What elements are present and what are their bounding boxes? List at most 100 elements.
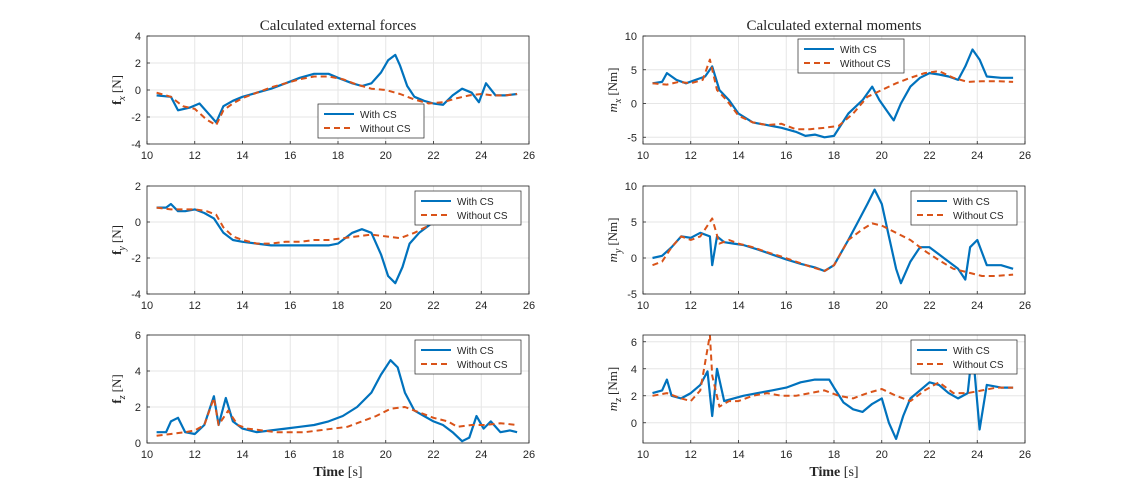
tick-y-label-mz: 2 (631, 391, 637, 403)
tick-y-label-mx: 5 (631, 65, 637, 77)
tick-x-label-mz: 10 (637, 449, 649, 461)
tick-x-label-fz: 20 (380, 449, 392, 461)
tick-x-label-my: 22 (923, 300, 935, 312)
tick-y-label-fx: -2 (131, 112, 141, 124)
legend-fx: With CS Without CS (317, 103, 425, 139)
tick-x-label-my: 26 (1019, 300, 1031, 312)
tick-y-label-mx: 10 (625, 31, 637, 43)
tick-y-label-my: -5 (627, 289, 637, 301)
tick-x-label-my: 18 (828, 300, 840, 312)
axes-box-mz (642, 334, 1026, 444)
ylabel-mx: mx [Nm] (605, 67, 624, 112)
tick-x-label-mz: 22 (923, 449, 935, 461)
ylabel-subscript-fz: z (117, 395, 128, 400)
tick-y-label-mz: 4 (631, 364, 637, 376)
ylabel-unit-mz: [Nm] (605, 367, 620, 395)
tick-x-label-fz: 22 (427, 449, 439, 461)
legend-label-mx: With CS (840, 45, 877, 56)
xlabel-moments-unit: [s] (844, 465, 859, 480)
legend-box-fy (414, 190, 522, 226)
tick-x-label-fx: 20 (380, 150, 392, 162)
tick-x-label-my: 24 (971, 300, 983, 312)
tick-y-label-fx: -4 (131, 139, 141, 151)
tick-x-label-mx: 22 (923, 150, 935, 162)
tick-x-label-fx: 18 (332, 150, 344, 162)
legend-label-fx: Without CS (360, 124, 411, 135)
legend-fy: With CS Without CS (414, 190, 522, 226)
tick-y-label-mz: 0 (631, 418, 637, 430)
tick-y-label-fz: 6 (135, 330, 141, 342)
axes-box-mx (642, 35, 1026, 145)
series-line-mz-with-cs (652, 347, 1014, 440)
legend-box-mx (797, 38, 905, 74)
series-line-fx-without-cs (156, 75, 518, 127)
tick-x-label-fx: 22 (427, 150, 439, 162)
axes-box-fz (146, 334, 530, 444)
title-moments: Calculated external moments (747, 18, 922, 34)
legend-label-fy: Without CS (457, 211, 508, 222)
ylabel-fy: fy [N] (109, 225, 128, 255)
ylabel-fz: fz [N] (109, 374, 128, 403)
ylabel-unit-fy: [N] (109, 225, 124, 243)
tick-y-label-fz: 0 (135, 438, 141, 450)
ylabel-unit-fz: [N] (109, 374, 124, 392)
ylabel-subscript-fy: y (117, 246, 128, 252)
ylabel-fx: fx [N] (109, 75, 128, 105)
tick-x-label-mx: 18 (828, 150, 840, 162)
tick-x-label-fz: 24 (475, 449, 487, 461)
tick-x-label-mz: 24 (971, 449, 983, 461)
tick-x-label-my: 14 (732, 300, 744, 312)
tick-y-label-fy: -4 (131, 289, 141, 301)
tick-x-label-mx: 20 (876, 150, 888, 162)
series-line-mz-without-cs (652, 335, 1014, 408)
tick-x-label-mx: 26 (1019, 150, 1031, 162)
tick-y-label-mz: 6 (631, 337, 637, 349)
tick-x-label-mx: 16 (780, 150, 792, 162)
ylabel-unit-my: [Nm] (605, 217, 620, 245)
tick-x-label-fy: 24 (475, 300, 487, 312)
ylabel-subscript-mz: z (613, 398, 624, 403)
tick-y-label-mx: 0 (631, 99, 637, 111)
legend-my: With CS Without CS (910, 190, 1018, 226)
tick-x-label-my: 12 (685, 300, 697, 312)
axes-box-fx (146, 35, 530, 145)
tick-x-label-mx: 24 (971, 150, 983, 162)
legend-label-fy: With CS (457, 197, 494, 208)
xlabel-moments: Time [s] (809, 465, 858, 480)
tick-y-label-fx: 4 (135, 31, 141, 43)
tick-x-label-fx: 10 (141, 150, 153, 162)
ylabel-symbol-fz: f (109, 399, 124, 404)
tick-y-label-fx: 2 (135, 58, 141, 70)
ylabel-my: my [Nm] (605, 217, 624, 262)
legend-label-fz: With CS (457, 346, 494, 357)
legend-label-fz: Without CS (457, 360, 508, 371)
tick-x-label-fx: 16 (284, 150, 296, 162)
tick-x-label-mz: 18 (828, 449, 840, 461)
tick-x-label-mz: 20 (876, 449, 888, 461)
tick-y-label-fy: 2 (135, 181, 141, 193)
tick-x-label-mz: 16 (780, 449, 792, 461)
axes-box-my (642, 185, 1026, 295)
ylabel-symbol-mz: m (605, 402, 620, 411)
tick-x-label-mz: 14 (732, 449, 744, 461)
tick-x-label-fz: 26 (523, 449, 535, 461)
tick-y-label-my: 0 (631, 253, 637, 265)
tick-x-label-fx: 12 (189, 150, 201, 162)
tick-y-label-fx: 0 (135, 85, 141, 97)
tick-x-label-fy: 12 (189, 300, 201, 312)
tick-y-label-fz: 4 (135, 366, 141, 378)
tick-x-label-mx: 12 (685, 150, 697, 162)
legend-mz: With CS Without CS (910, 339, 1018, 375)
legend-label-mx: Without CS (840, 59, 891, 70)
ylabel-symbol-fy: f (109, 250, 124, 255)
series-line-mx-without-cs (652, 58, 1014, 131)
tick-x-label-fy: 14 (236, 300, 248, 312)
tick-x-label-my: 20 (876, 300, 888, 312)
series-line-fz-without-cs (156, 397, 518, 437)
ylabel-subscript-mx: x (613, 98, 624, 104)
tick-x-label-fy: 18 (332, 300, 344, 312)
tick-x-label-my: 10 (637, 300, 649, 312)
tick-y-label-my: 10 (625, 181, 637, 193)
